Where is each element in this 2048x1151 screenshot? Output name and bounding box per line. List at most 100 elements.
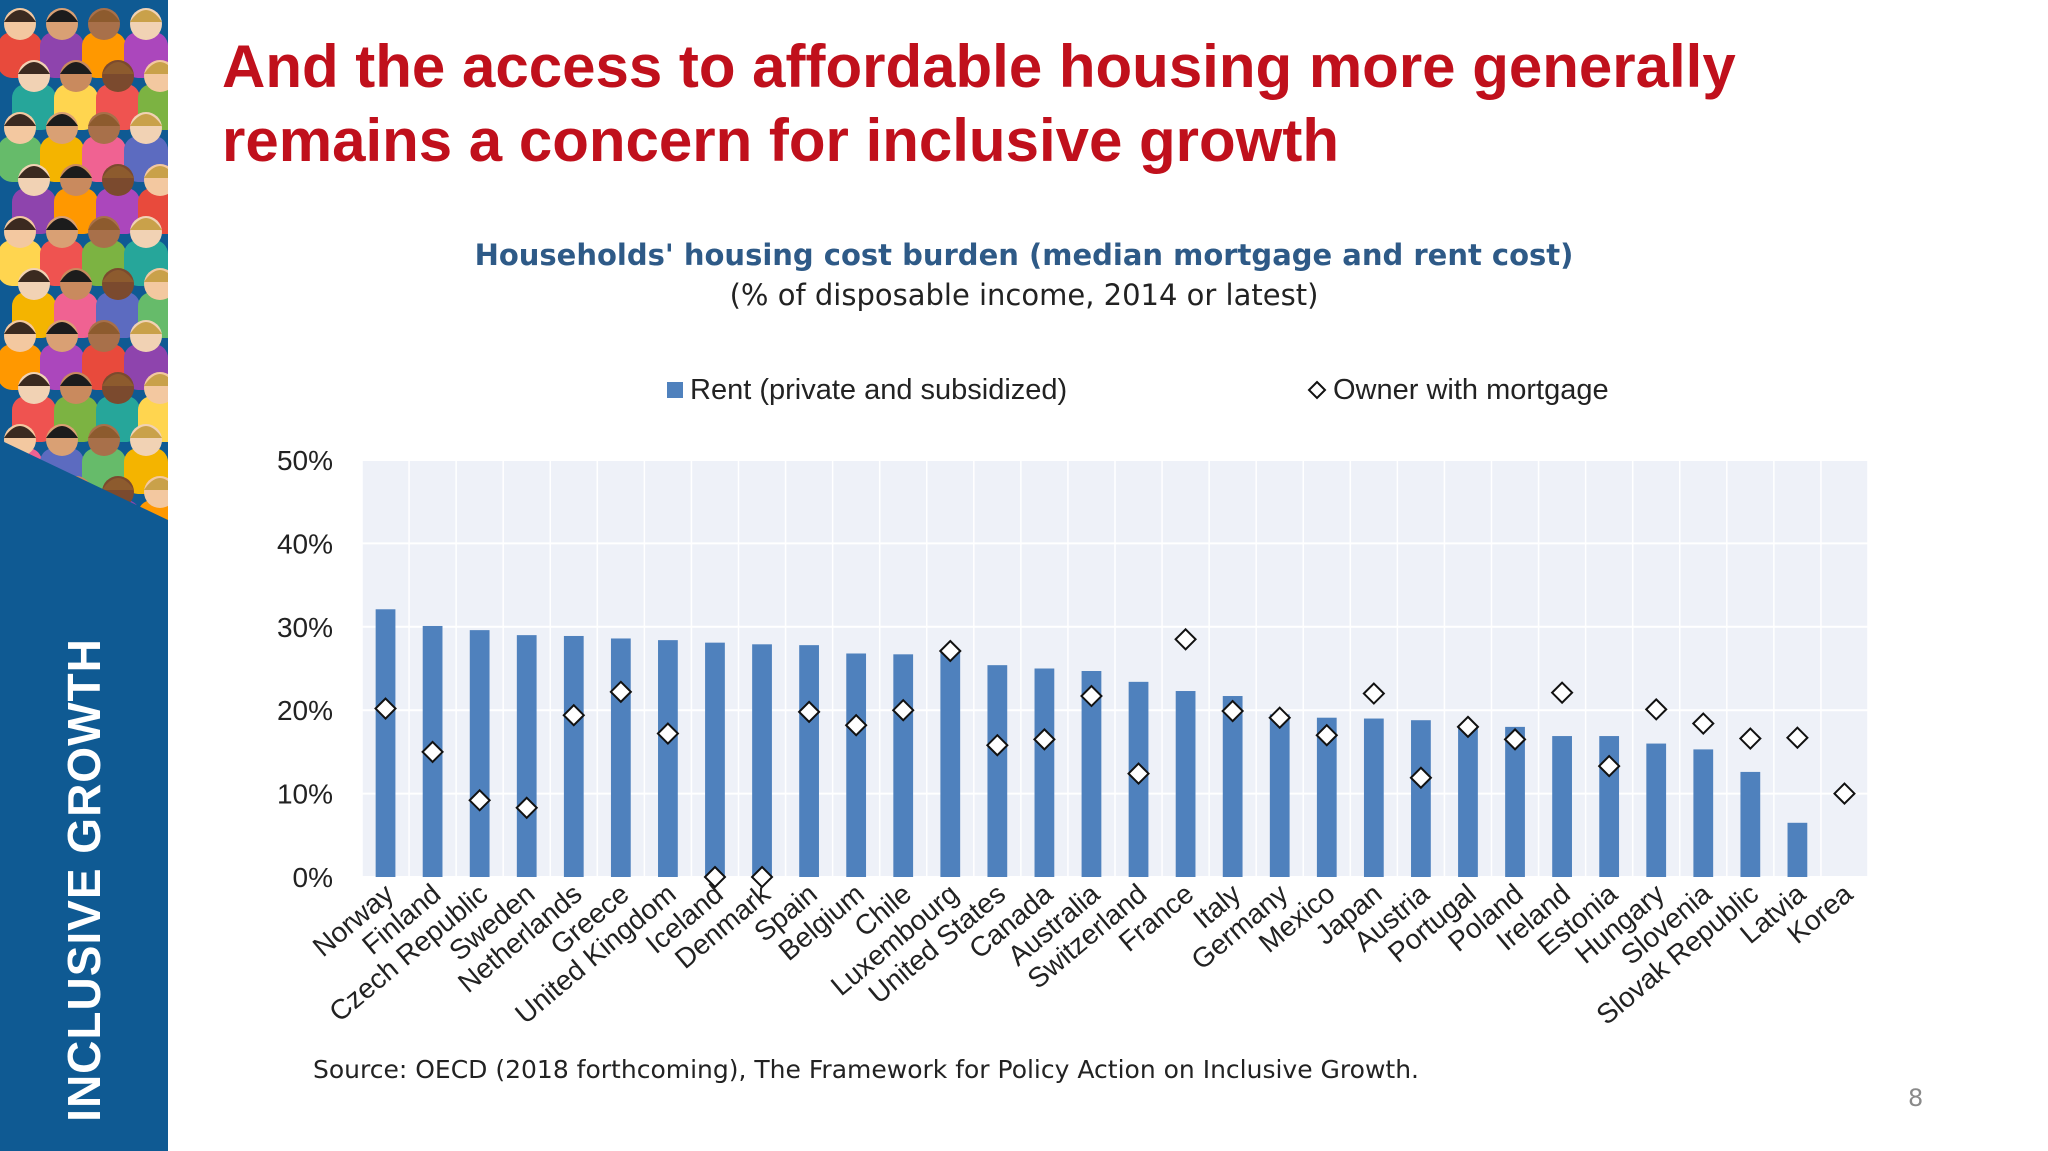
y-axis-ticks: 0% 10% 20% 30% 40% 50%	[277, 445, 333, 893]
mortgage-marker	[985, 733, 1009, 757]
crowd-person-hair	[130, 114, 162, 126]
crowd-person-hair	[18, 270, 50, 282]
mortgage-marker	[656, 722, 680, 745]
mortgage-marker	[421, 740, 445, 764]
crowd-person-hair	[4, 218, 36, 230]
crowd-person-hair	[144, 374, 168, 386]
y-tick-label: 30%	[277, 612, 333, 643]
mortgage-marker	[750, 865, 774, 889]
sidebar-banner: INCLUSIVE GROWTH	[0, 0, 168, 1151]
rent-bar	[1787, 822, 1808, 877]
crowd-person-hair	[144, 270, 168, 282]
mortgage-marker	[891, 698, 915, 722]
legend-label-mortgage: Owner with mortgage	[1333, 374, 1609, 406]
mortgage-marker	[1315, 723, 1339, 747]
rent-bar	[752, 644, 772, 877]
rent-bar	[1034, 668, 1055, 877]
crowd-person-hair	[144, 166, 168, 178]
rent-bar	[893, 654, 914, 877]
mortgage-marker	[1268, 706, 1292, 730]
rent-bar	[1740, 771, 1761, 877]
mortgage-marker	[562, 703, 586, 727]
rent-bar	[1222, 696, 1243, 877]
mortgage-marker	[703, 865, 727, 889]
legend-bar-swatch	[667, 382, 683, 398]
legend: Rent (private and subsidized) Owner with …	[667, 374, 1609, 406]
mortgage-marker	[515, 796, 539, 820]
mortgage-marker	[1127, 762, 1150, 785]
crowd-person-hair	[60, 270, 92, 282]
crowd-person-hair	[130, 218, 162, 230]
crowd-person-hair	[144, 478, 168, 490]
crowd-person-hair	[60, 374, 92, 386]
sidebar-wedge	[0, 440, 168, 560]
chart-subtitle: (% of disposable income, 2014 or latest)	[729, 278, 1319, 312]
rent-bar	[1505, 726, 1525, 877]
mortgage-marker	[374, 697, 397, 720]
crowd-person-hair	[88, 218, 120, 230]
crowd-person-hair	[102, 166, 134, 178]
crowd-person-hair	[102, 374, 134, 386]
mortgage-marker	[1550, 681, 1574, 705]
slide-title: And the access to affordable housing mor…	[222, 33, 1736, 174]
gridlines	[361, 459, 1869, 878]
mortgage-marker	[1409, 766, 1433, 790]
page-number: 8	[1908, 1084, 1924, 1112]
rent-bar	[516, 635, 537, 877]
y-tick-label: 50%	[277, 445, 333, 476]
mortgage-marker	[1785, 726, 1809, 750]
rent-bar	[1269, 714, 1290, 877]
crowd-person-hair	[60, 166, 92, 178]
crowd-person-hair	[46, 426, 78, 438]
legend-label-rent: Rent (private and subsidized)	[690, 374, 1067, 406]
crowd-person-hair	[88, 114, 120, 126]
crowd-person-hair	[102, 270, 134, 282]
crowd-person-hair	[4, 322, 36, 334]
mortgage-marker	[1221, 699, 1245, 723]
crowd-person-hair	[4, 114, 36, 126]
mortgage-markers	[374, 627, 1856, 889]
rent-bar	[705, 642, 725, 877]
rent-bar	[375, 609, 396, 877]
rent-bar	[1411, 720, 1431, 877]
crowd-person-hair	[88, 426, 120, 438]
crowd-person-hair	[46, 322, 78, 334]
mortgage-marker	[1080, 684, 1103, 708]
legend-diamond-swatch	[1307, 380, 1327, 400]
mortgage-marker	[1644, 697, 1668, 721]
crowd-person-hair	[18, 374, 50, 386]
crowd-illustration	[0, 8, 168, 560]
crowd-person-hair	[144, 62, 168, 74]
crowd-person-hair	[88, 10, 120, 22]
rent-bar	[658, 640, 678, 877]
crowd-person-hair	[4, 426, 36, 438]
y-tick-label: 40%	[277, 528, 333, 559]
crowd-person-hair	[102, 62, 134, 74]
crowd-person-hair	[130, 426, 162, 438]
mortgage-marker	[1503, 727, 1527, 751]
rent-bar	[610, 638, 631, 877]
crowd-person-hair	[130, 322, 162, 334]
rent-bar	[1363, 718, 1384, 877]
rent-bar	[1081, 671, 1102, 877]
mortgage-marker	[844, 713, 868, 737]
rent-bars	[375, 609, 1808, 877]
crowd-person-hair	[18, 166, 50, 178]
crowd-person-hair	[46, 10, 78, 22]
source-note: Source: OECD (2018 forthcoming), The Fra…	[313, 1055, 1419, 1084]
crowd-person-hair	[18, 62, 50, 74]
mortgage-marker	[468, 788, 492, 812]
mortgage-marker	[1174, 627, 1198, 651]
crowd-person-hair	[88, 322, 120, 334]
crowd-person-hair	[102, 478, 134, 490]
mortgage-marker	[797, 700, 821, 724]
rent-bar	[563, 635, 584, 877]
rent-bar	[1175, 691, 1196, 877]
crowd-person-hair	[4, 10, 36, 22]
mortgage-marker	[1691, 712, 1715, 735]
crowd-person-hair	[46, 218, 78, 230]
y-tick-label: 0%	[293, 862, 333, 893]
chart-title: Households' housing cost burden (median …	[474, 238, 1574, 272]
